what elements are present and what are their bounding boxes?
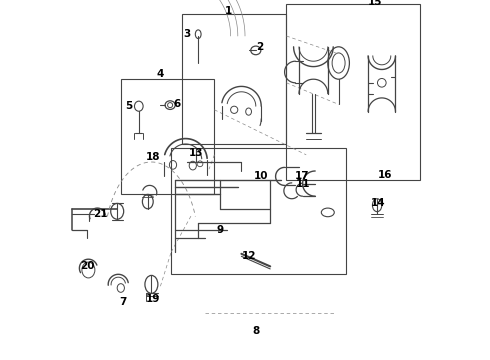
Text: 8: 8 — [252, 326, 259, 336]
Text: 12: 12 — [242, 251, 256, 261]
Text: 15: 15 — [368, 0, 382, 7]
Text: 4: 4 — [157, 69, 164, 79]
Text: 2: 2 — [256, 42, 263, 52]
Bar — [182, 14, 286, 144]
Bar — [286, 4, 419, 180]
Text: 13: 13 — [189, 148, 204, 158]
Text: 14: 14 — [371, 198, 386, 208]
Text: 21: 21 — [93, 209, 107, 219]
Text: 3: 3 — [184, 29, 191, 39]
Text: 1: 1 — [225, 6, 232, 16]
Text: 7: 7 — [119, 297, 126, 307]
Text: 10: 10 — [254, 171, 269, 181]
Bar — [171, 148, 346, 274]
Text: 16: 16 — [378, 170, 392, 180]
Text: 6: 6 — [173, 99, 180, 109]
Text: 17: 17 — [295, 171, 310, 181]
Text: 9: 9 — [216, 225, 223, 235]
Text: 19: 19 — [146, 294, 160, 304]
Text: 18: 18 — [146, 152, 160, 162]
Text: 20: 20 — [80, 261, 95, 271]
Text: 5: 5 — [125, 101, 133, 111]
Bar — [121, 79, 215, 194]
Text: 11: 11 — [295, 179, 310, 189]
